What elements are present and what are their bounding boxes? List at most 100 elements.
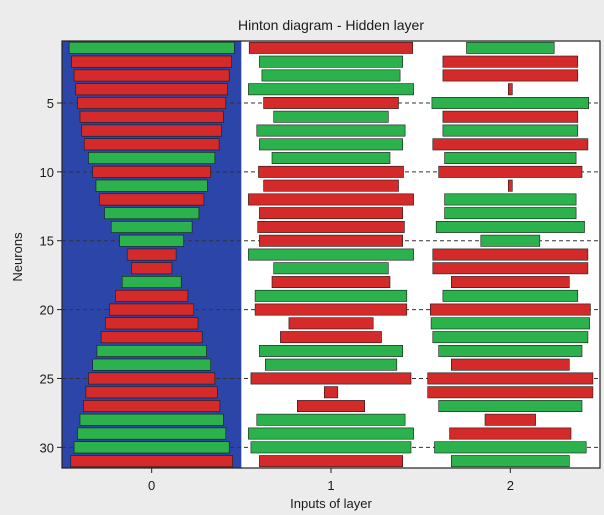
positive-weight-bar xyxy=(256,413,406,426)
positive-weight-bar xyxy=(254,289,408,302)
positive-weight-bar xyxy=(96,344,207,357)
positive-weight-bar xyxy=(434,441,587,454)
negative-weight-bar xyxy=(507,179,513,192)
negative-weight-bar xyxy=(432,248,589,261)
negative-weight-bar xyxy=(432,262,589,275)
positive-weight-bar xyxy=(444,193,577,206)
positive-weight-bar xyxy=(273,110,389,123)
positive-weight-bar xyxy=(104,207,200,220)
positive-weight-bar xyxy=(88,152,216,164)
negative-weight-bar xyxy=(263,97,399,109)
negative-weight-bar xyxy=(429,303,591,316)
negative-weight-bar xyxy=(248,193,414,206)
positive-weight-bar xyxy=(264,358,398,371)
y-tick-label: 20 xyxy=(40,303,54,318)
negative-weight-bar xyxy=(75,83,228,96)
negative-weight-bar xyxy=(450,358,570,371)
negative-weight-bar xyxy=(100,331,203,344)
y-tick-label: 15 xyxy=(40,234,54,249)
x-tick-label: 2 xyxy=(507,478,514,493)
positive-weight-bar xyxy=(250,441,412,454)
positive-weight-bar xyxy=(435,221,585,233)
negative-weight-bar xyxy=(296,400,365,412)
positive-weight-bar xyxy=(438,400,583,412)
negative-weight-bar xyxy=(81,124,222,137)
positive-weight-bar xyxy=(77,427,227,440)
negative-weight-bar xyxy=(484,413,536,426)
positive-weight-bar xyxy=(480,234,541,247)
positive-weight-bar xyxy=(273,262,389,275)
negative-weight-bar xyxy=(449,427,572,440)
positive-weight-bar xyxy=(79,413,224,426)
negative-weight-bar xyxy=(323,386,339,399)
positive-weight-bar xyxy=(271,152,391,164)
negative-weight-bar xyxy=(258,165,404,178)
x-tick-label: 0 xyxy=(148,478,155,493)
y-tick-label: 5 xyxy=(47,96,54,111)
negative-weight-bar xyxy=(432,138,589,151)
negative-weight-bar xyxy=(450,276,570,288)
positive-weight-bar xyxy=(259,138,403,151)
negative-weight-bar xyxy=(105,317,199,330)
negative-weight-bar xyxy=(71,55,233,68)
negative-weight-bar xyxy=(442,110,579,123)
positive-weight-bar xyxy=(73,441,230,454)
negative-weight-bar xyxy=(259,207,403,220)
negative-weight-bar xyxy=(131,262,173,275)
negative-weight-bar xyxy=(99,193,205,206)
negative-weight-bar xyxy=(83,400,221,412)
positive-weight-bar xyxy=(430,317,590,330)
positive-weight-bar xyxy=(259,344,403,357)
negative-weight-bar xyxy=(257,221,405,233)
y-tick-label: 10 xyxy=(40,165,54,180)
positive-weight-bar xyxy=(259,55,403,68)
negative-weight-bar xyxy=(442,55,579,68)
negative-weight-bar xyxy=(259,234,403,247)
positive-weight-bar xyxy=(261,69,401,82)
x-axis-label: Inputs of layer xyxy=(290,496,372,511)
positive-weight-bar xyxy=(248,248,414,261)
positive-weight-bar xyxy=(450,455,570,468)
positive-weight-bar xyxy=(431,97,589,109)
positive-weight-bar xyxy=(444,207,577,220)
negative-weight-bar xyxy=(250,372,412,385)
positive-weight-bar xyxy=(438,344,583,357)
positive-weight-bar xyxy=(110,221,193,233)
negative-weight-bar xyxy=(85,386,218,399)
negative-weight-bar xyxy=(271,276,391,288)
negative-weight-bar xyxy=(73,69,230,82)
positive-weight-bar xyxy=(466,41,555,54)
positive-weight-bar xyxy=(121,276,182,288)
negative-weight-bar xyxy=(263,179,399,192)
negative-weight-bar xyxy=(438,165,583,178)
positive-weight-bar xyxy=(248,83,414,96)
chart-title: Hinton diagram - Hidden layer xyxy=(238,17,424,33)
negative-weight-bar xyxy=(288,317,374,330)
y-axis-label: Neurons xyxy=(10,232,25,282)
negative-weight-bar xyxy=(427,386,594,399)
positive-weight-bar xyxy=(444,152,577,164)
negative-weight-bar xyxy=(79,110,224,123)
negative-weight-bar xyxy=(259,455,403,468)
negative-weight-bar xyxy=(248,41,413,54)
positive-weight-bar xyxy=(119,234,184,247)
positive-weight-bar xyxy=(256,124,406,137)
negative-weight-bar xyxy=(507,83,513,96)
negative-weight-bar xyxy=(92,165,211,178)
plot-area: 5 10 15 20 25 30 0 1 2 xyxy=(40,40,601,493)
negative-weight-bar xyxy=(70,455,233,468)
negative-weight-bar xyxy=(254,303,408,316)
positive-weight-bar xyxy=(442,124,579,137)
positive-weight-bar xyxy=(432,331,589,344)
negative-weight-bar xyxy=(115,289,189,302)
negative-weight-bar xyxy=(427,372,594,385)
x-tick-label: 1 xyxy=(327,478,334,493)
y-tick-label: 25 xyxy=(40,371,54,386)
negative-weight-bar xyxy=(280,331,382,344)
negative-weight-bar xyxy=(126,248,177,261)
negative-weight-bar xyxy=(88,372,216,385)
positive-weight-bar xyxy=(95,179,208,192)
y-tick-label: 30 xyxy=(40,440,54,455)
